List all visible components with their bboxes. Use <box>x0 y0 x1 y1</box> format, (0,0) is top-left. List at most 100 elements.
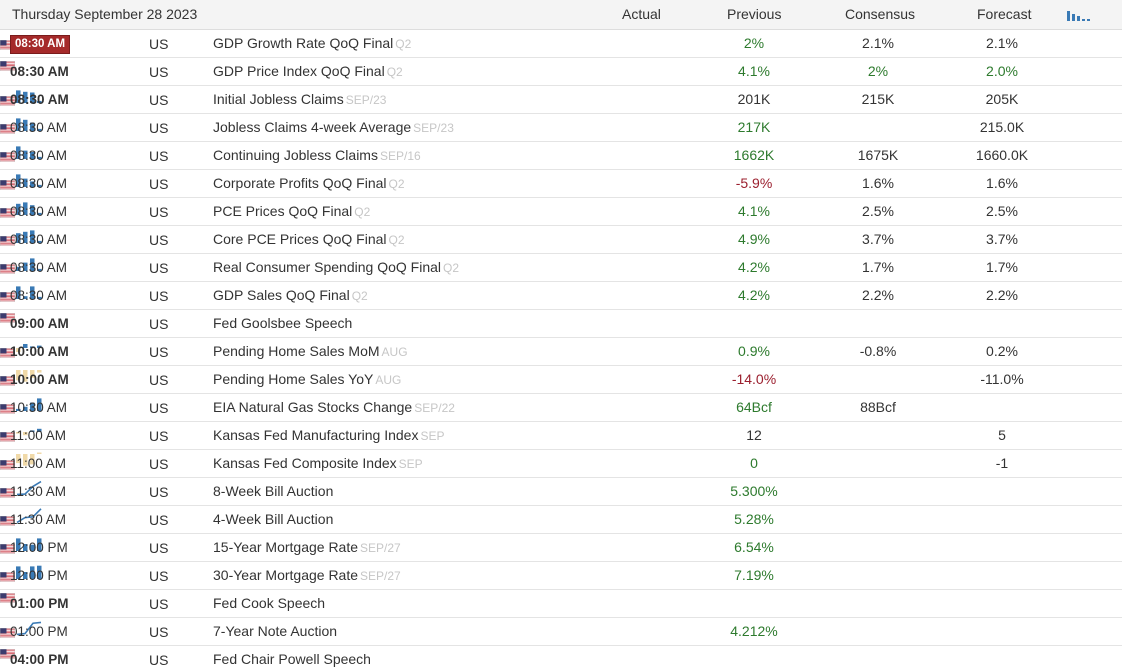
sparkline-chart[interactable] <box>15 534 43 554</box>
event-row[interactable]: 12:00 PM US 30-Year Mortgage Rate SEP/27 7.1… <box>0 562 1122 590</box>
event-name-link[interactable]: 15-Year Mortgage Rate SEP/27 <box>213 539 401 555</box>
event-name[interactable]: 30-Year Mortgage Rate <box>213 567 359 583</box>
event-name-link[interactable]: PCE Prices QoQ Final Q2 <box>213 203 370 219</box>
event-row[interactable]: 10:00 AM US Pending Home Sales YoY AUG -14.0… <box>0 366 1122 394</box>
event-name[interactable]: 8-Week Bill Auction <box>213 483 334 499</box>
sparkline-chart[interactable] <box>15 254 43 274</box>
sparkline-chart[interactable] <box>15 338 43 358</box>
event-row[interactable]: 08:30 AM US Corporate Profits QoQ Final Q2 -… <box>0 170 1122 198</box>
event-row[interactable]: 01:00 PM US Fed Cook Speech <box>0 590 1122 618</box>
event-row[interactable]: 08:30 AM US Real Consumer Spending QoQ Fin… <box>0 254 1122 282</box>
event-row[interactable]: 08:30 AM US PCE Prices QoQ Final Q2 4.1% 2.5%… <box>0 198 1122 226</box>
event-name-link[interactable]: Fed Chair Powell Speech <box>213 651 371 667</box>
header-actual[interactable]: Actual <box>622 6 661 22</box>
event-row[interactable]: 11:30 AM US 4-Week Bill Auction 5.28% <box>0 506 1122 534</box>
event-row[interactable]: 10:30 AM US EIA Natural Gas Stocks Change S… <box>0 394 1122 422</box>
sparkline-line <box>16 480 42 496</box>
event-name-link[interactable]: 30-Year Mortgage Rate SEP/27 <box>213 567 401 583</box>
header-forecast[interactable]: Forecast <box>977 6 1032 22</box>
event-name-link[interactable]: Initial Jobless Claims SEP/23 <box>213 91 386 107</box>
event-row[interactable]: 09:00 AM US Fed Goolsbee Speech <box>0 310 1122 338</box>
event-name[interactable]: Fed Cook Speech <box>213 595 326 611</box>
event-row[interactable]: 08:30 AM US GDP Growth Rate QoQ Final Q2 2% 2… <box>0 30 1122 58</box>
sparkline-chart[interactable] <box>15 114 43 134</box>
event-row[interactable]: 01:00 PM US 7-Year Note Auction 4.212% <box>0 618 1122 646</box>
event-row[interactable]: 08:30 AM US Continuing Jobless Claims SEP/1… <box>0 142 1122 170</box>
event-name-link[interactable]: 7-Year Note Auction <box>213 623 337 639</box>
previous-value: 4.1% <box>738 63 770 79</box>
event-name-link[interactable]: Fed Cook Speech <box>213 595 325 611</box>
event-name-link[interactable]: GDP Price Index QoQ Final Q2 <box>213 63 403 79</box>
event-name[interactable]: GDP Price Index QoQ Final <box>213 63 385 79</box>
event-row[interactable]: 08:30 AM US GDP Price Index QoQ Final Q2 4.1… <box>0 58 1122 86</box>
sparkline-chart[interactable] <box>15 422 43 442</box>
event-name-link[interactable]: Core PCE Prices QoQ Final Q2 <box>213 231 405 247</box>
event-name[interactable]: Kansas Fed Composite Index <box>213 455 397 471</box>
sparkline-chart[interactable] <box>15 170 43 190</box>
event-row[interactable]: 12:00 PM US 15-Year Mortgage Rate SEP/27 6.5… <box>0 534 1122 562</box>
event-name[interactable]: 7-Year Note Auction <box>213 623 338 639</box>
event-name[interactable]: Pending Home Sales MoM <box>213 343 380 359</box>
event-name[interactable]: GDP Sales QoQ Final <box>213 287 350 303</box>
sparkline-chart[interactable] <box>15 86 43 106</box>
event-name-link[interactable]: GDP Sales QoQ Final Q2 <box>213 287 368 303</box>
event-name[interactable]: Kansas Fed Manufacturing Index <box>213 427 419 443</box>
event-row[interactable]: 08:30 AM US Core PCE Prices QoQ Final Q2 4.9… <box>0 226 1122 254</box>
event-name[interactable]: Fed Chair Powell Speech <box>213 651 371 667</box>
sparkline-bar <box>23 178 28 187</box>
event-name-link[interactable]: EIA Natural Gas Stocks Change SEP/22 <box>213 399 455 415</box>
event-name[interactable]: Real Consumer Spending QoQ Final <box>213 259 442 275</box>
event-country: US <box>149 232 169 248</box>
event-name[interactable]: Core PCE Prices QoQ Final <box>213 231 387 247</box>
event-name-link[interactable]: Corporate Profits QoQ Final Q2 <box>213 175 405 191</box>
event-name-link[interactable]: 8-Week Bill Auction <box>213 483 333 499</box>
event-name[interactable]: EIA Natural Gas Stocks Change <box>213 399 413 415</box>
event-name-link[interactable]: Kansas Fed Manufacturing Index SEP <box>213 427 444 443</box>
event-name[interactable]: Corporate Profits QoQ Final <box>213 175 387 191</box>
event-name[interactable]: Pending Home Sales YoY <box>213 371 374 387</box>
event-name-link[interactable]: Pending Home Sales MoM AUG <box>213 343 408 359</box>
sparkline-chart[interactable] <box>15 142 43 162</box>
event-name[interactable]: Initial Jobless Claims <box>213 91 344 107</box>
sparkline-chart[interactable] <box>15 226 43 246</box>
event-row[interactable]: 10:00 AM US Pending Home Sales MoM AUG 0.9% -… <box>0 338 1122 366</box>
event-name-link[interactable]: Continuing Jobless Claims SEP/16 <box>213 147 421 163</box>
header-consensus[interactable]: Consensus <box>845 6 916 22</box>
event-name-link[interactable]: Real Consumer Spending QoQ Final Q2 <box>213 259 459 275</box>
event-row[interactable]: 08:30 AM US Initial Jobless Claims SEP/23 20… <box>0 86 1122 114</box>
event-name-link[interactable]: Kansas Fed Composite Index SEP <box>213 455 423 471</box>
sparkline-chart[interactable] <box>15 478 43 498</box>
sparkline-chart[interactable] <box>15 450 43 470</box>
event-name-link[interactable]: Fed Goolsbee Speech <box>213 315 352 331</box>
sparkline-chart[interactable] <box>15 282 43 302</box>
sparkline-chart[interactable] <box>15 618 43 638</box>
event-name[interactable]: Fed Goolsbee Speech <box>213 315 353 331</box>
sparkline-chart[interactable] <box>15 394 43 414</box>
event-name-link[interactable]: Pending Home Sales YoY AUG <box>213 371 401 387</box>
event-time: 09:00 AM <box>10 316 69 331</box>
event-name[interactable]: GDP Growth Rate QoQ Final <box>213 35 394 51</box>
event-row[interactable]: 11:00 AM US Kansas Fed Manufacturing Index… <box>0 422 1122 450</box>
sparkline-chart[interactable] <box>15 198 43 218</box>
sparkline-chart[interactable] <box>15 366 43 386</box>
event-row[interactable]: 04:00 PM US Fed Chair Powell Speech <box>0 646 1122 671</box>
event-row[interactable]: 08:30 AM US GDP Sales QoQ Final Q2 4.2% 2.2% 2… <box>0 282 1122 310</box>
event-name[interactable]: 4-Week Bill Auction <box>213 511 334 527</box>
sparkline-bar <box>16 454 21 464</box>
event-name-link[interactable]: Jobless Claims 4-week Average SEP/23 <box>213 119 454 135</box>
event-name-link[interactable]: 4-Week Bill Auction <box>213 511 333 527</box>
event-name-link[interactable]: GDP Growth Rate QoQ Final Q2 <box>213 35 411 51</box>
event-row[interactable]: 11:00 AM US Kansas Fed Composite Index SEP 0… <box>0 450 1122 478</box>
forecast-value: -11.0% <box>980 371 1024 387</box>
event-name[interactable]: Jobless Claims 4-week Average <box>213 119 412 135</box>
event-row[interactable]: 11:30 AM US 8-Week Bill Auction 5.300% <box>0 478 1122 506</box>
previous-value: 4.9% <box>738 231 770 247</box>
event-row[interactable]: 08:30 AM US Jobless Claims 4-week Average S… <box>0 114 1122 142</box>
event-name[interactable]: PCE Prices QoQ Final <box>213 203 353 219</box>
event-name[interactable]: 15-Year Mortgage Rate <box>213 539 359 555</box>
sparkline-chart[interactable] <box>15 562 43 582</box>
event-name[interactable]: Continuing Jobless Claims <box>213 147 378 163</box>
sparkline-chart[interactable] <box>15 506 43 526</box>
header-previous[interactable]: Previous <box>727 6 782 22</box>
bar-chart-icon[interactable] <box>1067 9 1093 21</box>
